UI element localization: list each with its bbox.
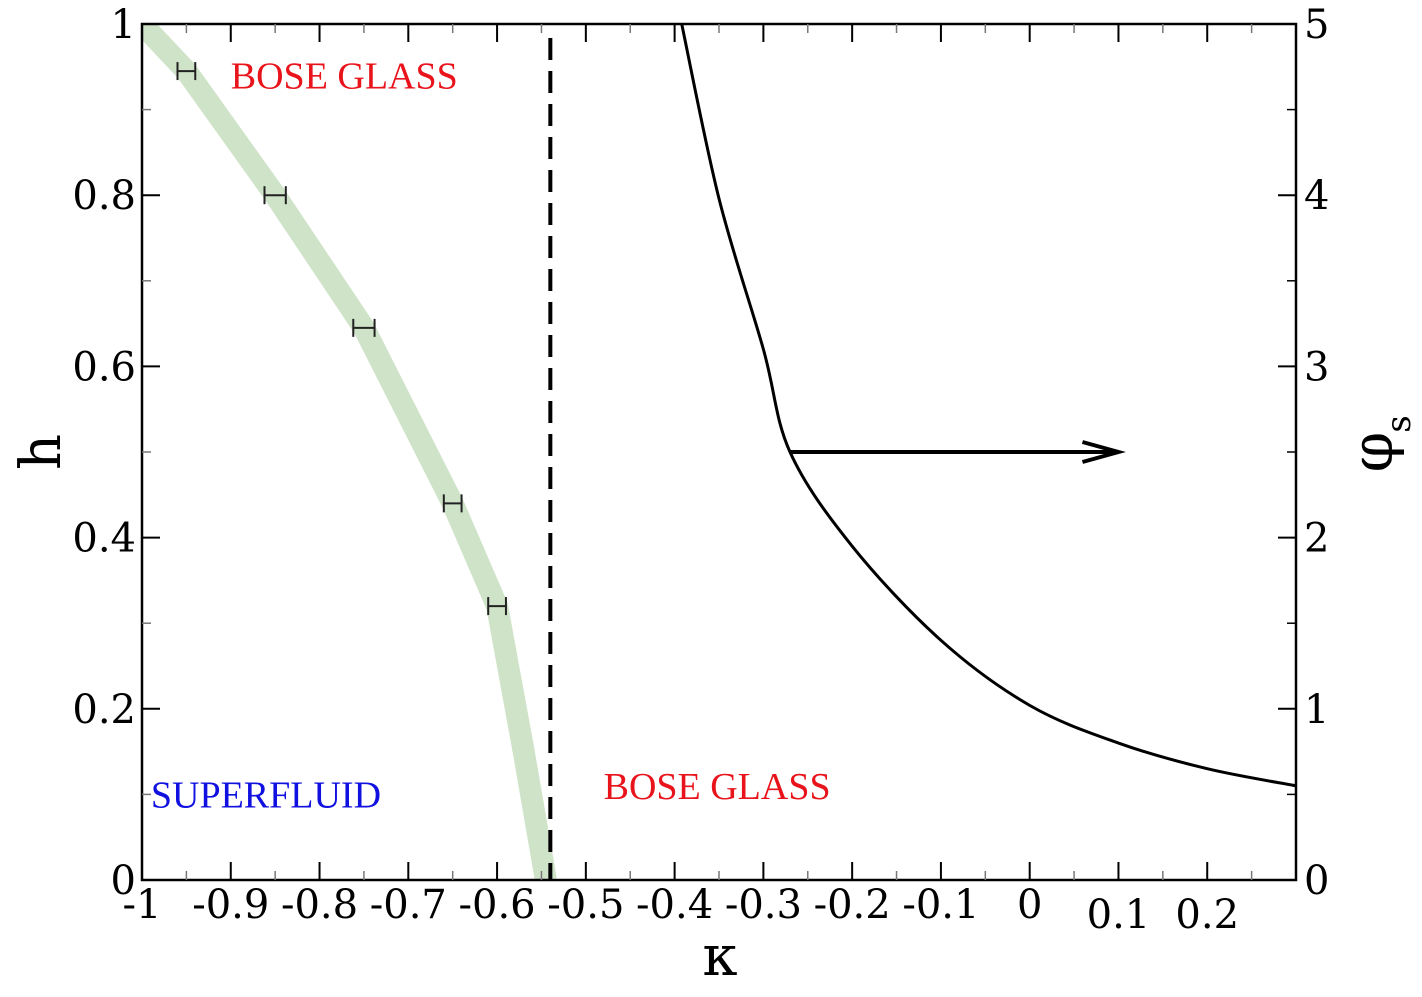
x-axis: -1 -0.9 -0.8 -0.7 -0.6 -0.5 -0.4 -0.3 -0.2 -0.1 0 0… (123, 24, 1253, 938)
error-bar-2 (352, 318, 376, 337)
x-tick-label: -0.7 (370, 882, 447, 928)
left-y-axis: 0 0.2 0.4 0.6 0.8 1 (72, 2, 160, 904)
y-left-tick-label: 1 (111, 2, 136, 48)
y-right-tick-label: 3 (1304, 344, 1329, 390)
x-tick-label: 0 (1017, 882, 1042, 928)
right-y-axis-title: φ (1338, 432, 1406, 473)
x-tick-label: -0.8 (281, 882, 358, 928)
y-right-tick-label: 4 (1304, 173, 1329, 219)
error-bar-0 (176, 62, 197, 81)
region-label-2: BOSE GLASS (604, 766, 831, 808)
x-tick-label: -0.1 (902, 882, 979, 928)
axis-titles: κ h φ s (9, 415, 1419, 989)
region-labels: BOSE GLASS SUPERFLUID BOSE GLASS (151, 55, 831, 816)
y-right-tick-label: 2 (1304, 516, 1329, 562)
y-right-tick-label: 1 (1304, 687, 1329, 733)
phase-boundary-line (142, 24, 557, 880)
right-y-axis-title-subscript: s (1379, 415, 1419, 432)
y-left-tick-label: 0.2 (72, 687, 136, 733)
x-axis-title: κ (703, 924, 738, 989)
phi-s-curve-path (680, 24, 1296, 788)
left-y-axis-title: h (9, 434, 74, 470)
error-bar-4 (487, 597, 507, 616)
x-tick-label: -0.2 (814, 882, 891, 928)
x-tick-label: 0.1 (1087, 892, 1151, 938)
error-bar-3 (442, 494, 463, 513)
right-y-axis: 0 1 2 3 4 5 (1278, 2, 1329, 904)
region-label-0: BOSE GLASS (231, 55, 458, 97)
y-left-tick-label: 0.8 (72, 173, 136, 219)
x-tick-label: -0.3 (725, 882, 802, 928)
y-left-tick-label: 0 (111, 858, 136, 904)
x-tick-label: -0.5 (547, 882, 624, 928)
x-tick-label: -0.6 (459, 882, 536, 928)
y-right-tick-label: 5 (1304, 2, 1329, 48)
error-bars (176, 62, 507, 616)
y-left-tick-label: 0.4 (72, 516, 136, 562)
y-left-tick-label: 0.6 (72, 344, 136, 390)
error-bar-1 (263, 186, 287, 205)
region-label-1: SUPERFLUID (151, 774, 381, 816)
arrow-head (1081, 440, 1126, 464)
x-tick-label: -1 (123, 882, 162, 928)
y-right-tick-label: 0 (1304, 858, 1329, 904)
phase-boundary-band (142, 24, 557, 880)
x-tick-label: 0.2 (1175, 892, 1239, 938)
phi-s-curve (680, 24, 1296, 788)
x-tick-label: -0.4 (636, 882, 713, 928)
right-axis-arrow (790, 440, 1126, 464)
x-tick-label: -0.9 (192, 882, 269, 928)
